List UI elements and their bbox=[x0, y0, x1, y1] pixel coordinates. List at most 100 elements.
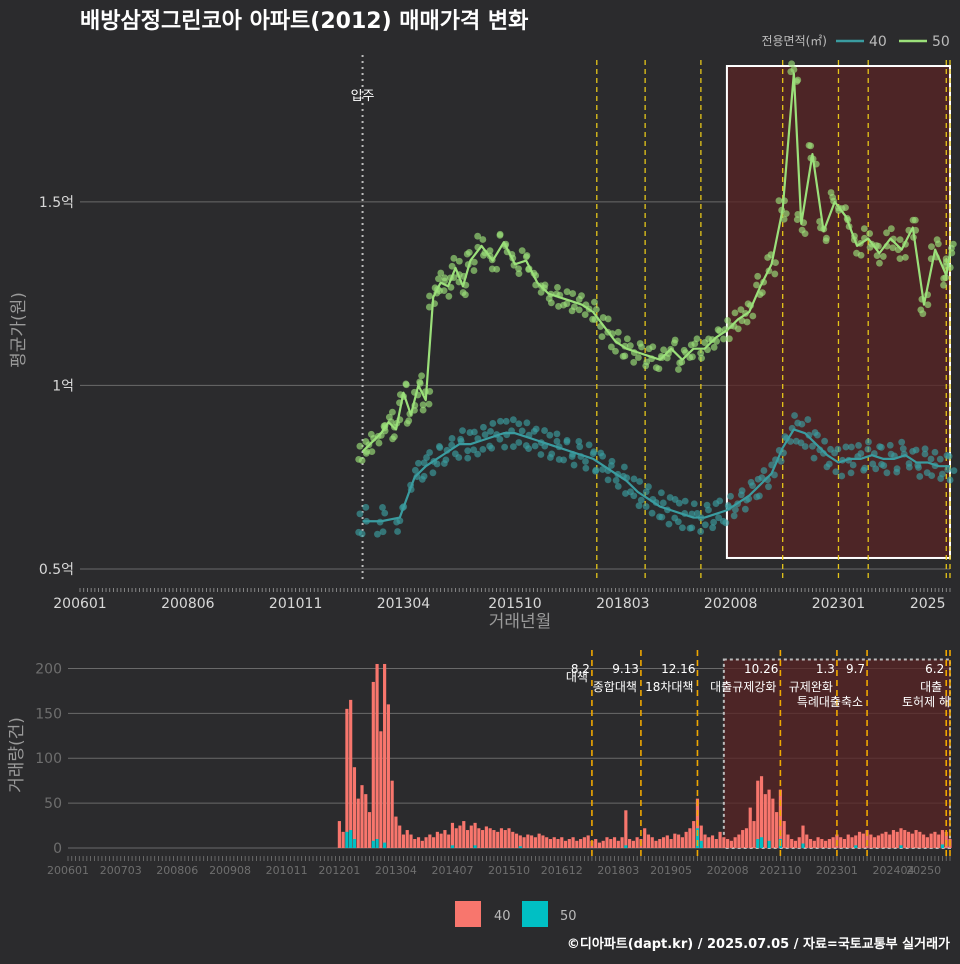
volume-bar-40 bbox=[579, 839, 583, 848]
volume-x-tick-label: 202110 bbox=[759, 864, 801, 877]
price-series-50-point bbox=[455, 257, 463, 265]
price-series-40-point bbox=[592, 467, 599, 475]
price-series-40-point bbox=[502, 417, 510, 425]
volume-y-axis-label: 거래량(건) bbox=[7, 717, 27, 793]
price-series-40-point bbox=[604, 476, 612, 484]
volume-x-tick-label: 201905 bbox=[650, 864, 692, 877]
price-series-50-point bbox=[356, 442, 364, 450]
volume-x-tick-label: 200806 bbox=[156, 864, 198, 877]
price-series-50-point bbox=[626, 342, 634, 350]
price-series-40-point bbox=[575, 438, 583, 445]
volume-bar-40 bbox=[891, 830, 896, 848]
price-legend: 전용면적(㎡) 40 50 bbox=[761, 34, 949, 50]
volume-bar-40 bbox=[729, 840, 733, 848]
volume-bar-50 bbox=[371, 840, 375, 848]
volume-bar-40 bbox=[880, 833, 884, 848]
price-series-40-point bbox=[709, 524, 717, 532]
price-series-40-point bbox=[921, 445, 929, 453]
price-series-40-point bbox=[423, 454, 430, 461]
price-series-40-point bbox=[938, 470, 946, 478]
volume-bar-40 bbox=[432, 837, 436, 848]
price-series-50-point bbox=[643, 358, 651, 366]
volume-bar-40 bbox=[778, 789, 782, 848]
price-series-50-point bbox=[591, 298, 598, 306]
price-series-40-point bbox=[703, 501, 711, 509]
price-series-40-point bbox=[396, 517, 404, 525]
price-series-50-point bbox=[515, 270, 523, 278]
volume-bar-40 bbox=[820, 839, 824, 848]
price-series-40-point bbox=[944, 466, 952, 473]
volume-x-tick-label: 202404 bbox=[872, 864, 914, 877]
volume-bar-40 bbox=[526, 834, 530, 848]
volume-bar-40 bbox=[447, 834, 451, 848]
price-series-50-line bbox=[361, 72, 952, 453]
price-series-50-point bbox=[518, 247, 526, 255]
volume-x-tick-label: 201201 bbox=[318, 864, 360, 877]
volume-bar-40 bbox=[763, 794, 767, 848]
volume-bar-40 bbox=[616, 840, 620, 848]
price-series-40-point bbox=[480, 423, 487, 431]
volume-bar-40 bbox=[876, 835, 880, 848]
price-series-40-point bbox=[674, 518, 682, 526]
volume-bar-40 bbox=[386, 704, 390, 848]
price-series-40-point bbox=[809, 442, 816, 450]
price-series-50-point bbox=[403, 419, 411, 427]
volume-bar-40 bbox=[511, 831, 515, 848]
volume-bar-40 bbox=[594, 839, 598, 848]
volume-bar-50 bbox=[759, 837, 764, 848]
volume-x-tick-label: 200601 bbox=[47, 864, 89, 877]
volume-bar-40 bbox=[405, 830, 409, 848]
price-series-50-point bbox=[889, 244, 897, 252]
volume-bar-40 bbox=[812, 840, 816, 848]
volume-bar-40 bbox=[680, 837, 684, 848]
volume-bar-40 bbox=[741, 830, 745, 848]
price-series-50-point bbox=[942, 274, 950, 282]
price-series-50-point bbox=[496, 230, 504, 238]
price-series-40-point bbox=[523, 419, 531, 427]
price-series-50-point bbox=[426, 292, 433, 300]
volume-bar-50 bbox=[383, 842, 387, 848]
volume-bar-40 bbox=[469, 825, 473, 848]
price-series-40-point bbox=[730, 512, 738, 520]
volume-policy-date: 9.13 bbox=[612, 662, 639, 676]
price-series-50-point bbox=[720, 335, 727, 343]
volume-policy-label: 규제완화 bbox=[789, 680, 833, 694]
volume-bar-40 bbox=[790, 839, 794, 848]
price-series-40-point bbox=[741, 505, 749, 513]
price-series-40-point bbox=[362, 503, 370, 511]
chart-title: 배방삼정그린코아 아파트(2012) 매매가격 변화 bbox=[80, 9, 528, 34]
volume-bar-40 bbox=[703, 834, 707, 848]
volume-bar-40 bbox=[816, 837, 820, 848]
price-series-50-point bbox=[772, 259, 779, 267]
price-series-50-point bbox=[842, 204, 849, 212]
volume-policy-date: 1.3 bbox=[816, 662, 835, 676]
price-series-40-point bbox=[688, 524, 696, 532]
price-series-50-point bbox=[701, 339, 709, 346]
price-series-40-point bbox=[679, 524, 686, 532]
price-series-50-point bbox=[887, 225, 895, 233]
volume-bar-40 bbox=[477, 828, 481, 848]
price-x-tick-label: 202301 bbox=[812, 596, 865, 612]
price-panel: 0.5억 1억 1.5억 입주 200601 200806 201011 201304 2015… bbox=[39, 55, 958, 612]
price-series-40-point bbox=[880, 462, 888, 469]
volume-bar-50 bbox=[375, 839, 379, 848]
price-series-50-point bbox=[764, 254, 772, 261]
price-legend-title: 전용면적(㎡) bbox=[761, 34, 827, 48]
price-series-50-point bbox=[697, 349, 705, 357]
price-series-50-point bbox=[693, 335, 701, 343]
volume-bar-40 bbox=[586, 835, 590, 848]
price-series-40-point bbox=[912, 446, 920, 454]
price-series-40-point bbox=[470, 446, 478, 454]
price-series-40-point bbox=[455, 454, 463, 461]
volume-bar-40 bbox=[473, 822, 477, 848]
volume-bar-40 bbox=[933, 831, 937, 848]
volume-bar-50 bbox=[756, 839, 760, 848]
price-x-tick-label: 201304 bbox=[377, 596, 431, 612]
price-series-50-point bbox=[636, 340, 644, 347]
price-series-50-point bbox=[598, 333, 606, 340]
volume-bar-40 bbox=[356, 798, 360, 848]
price-series-50-point bbox=[362, 449, 370, 457]
price-x-tick-label: 201011 bbox=[269, 596, 322, 612]
volume-bar-50 bbox=[349, 830, 353, 848]
price-x-tick-label: 201510 bbox=[488, 596, 541, 612]
